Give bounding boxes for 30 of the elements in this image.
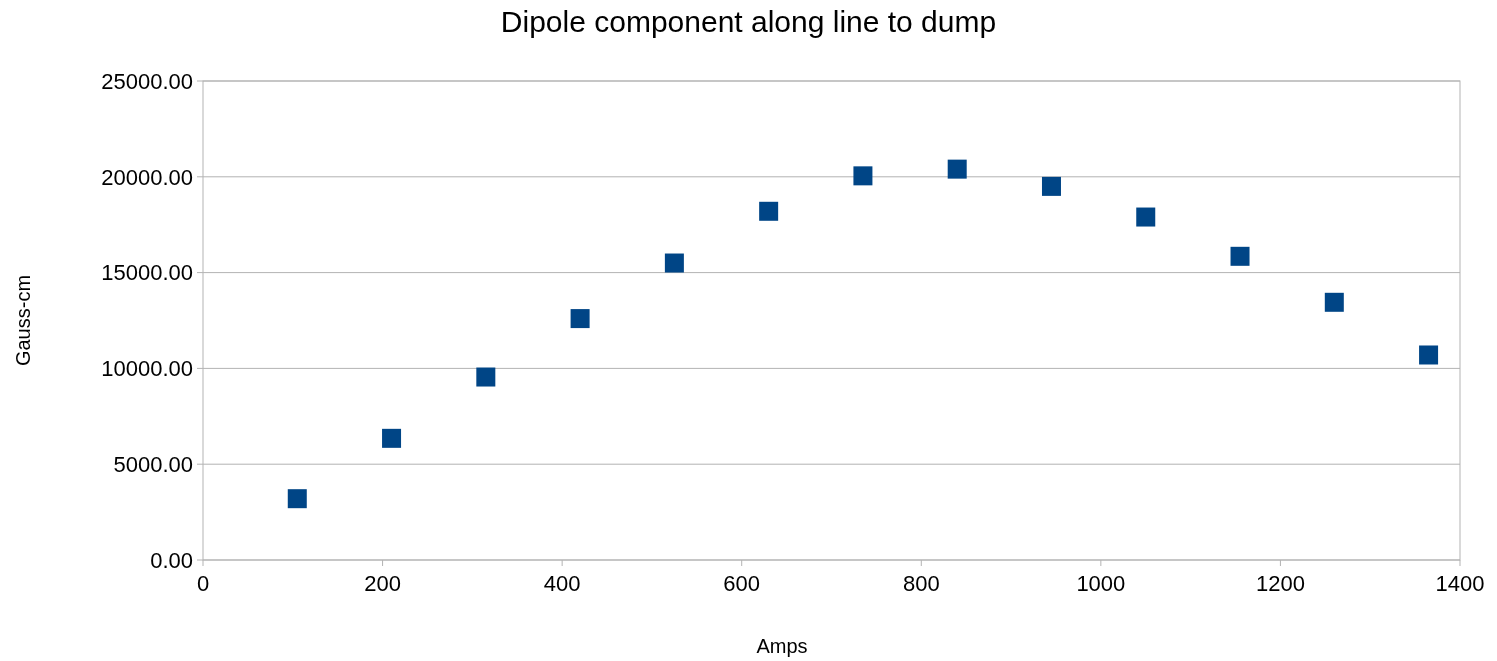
y-tick-label: 25000.00	[101, 68, 193, 94]
point	[1136, 207, 1156, 227]
x-tick-label: 200	[364, 571, 401, 596]
point	[1419, 345, 1439, 365]
x-axis-title: Amps	[756, 635, 808, 657]
x-tick-label: 800	[902, 571, 940, 596]
point	[664, 253, 684, 273]
y-axis-title: Gauss-cm	[12, 274, 34, 367]
point	[287, 489, 307, 509]
x-tick-label: 1400	[1435, 571, 1485, 596]
y-tick-label: 10000.00	[101, 356, 193, 382]
point	[1041, 176, 1061, 196]
point	[759, 201, 779, 221]
x-tick-label: 400	[543, 571, 581, 596]
point	[476, 367, 496, 387]
x-tick-label: 600	[723, 571, 761, 596]
chart-title: Dipole component along line to dump	[500, 5, 997, 38]
point	[1324, 292, 1344, 312]
x-tick-label: 0	[196, 571, 210, 596]
point	[947, 159, 967, 179]
point	[570, 309, 590, 329]
y-tick-label: 0.00	[150, 547, 193, 573]
x-tick-label: 1200	[1255, 571, 1305, 596]
x-tick-label: 1000	[1076, 571, 1126, 596]
point	[853, 166, 873, 186]
y-tick-label: 15000.00	[101, 260, 193, 286]
point	[382, 428, 402, 448]
y-tick-label: 5000.00	[113, 451, 193, 477]
y-tick-label: 20000.00	[101, 164, 193, 190]
point	[1230, 246, 1250, 266]
